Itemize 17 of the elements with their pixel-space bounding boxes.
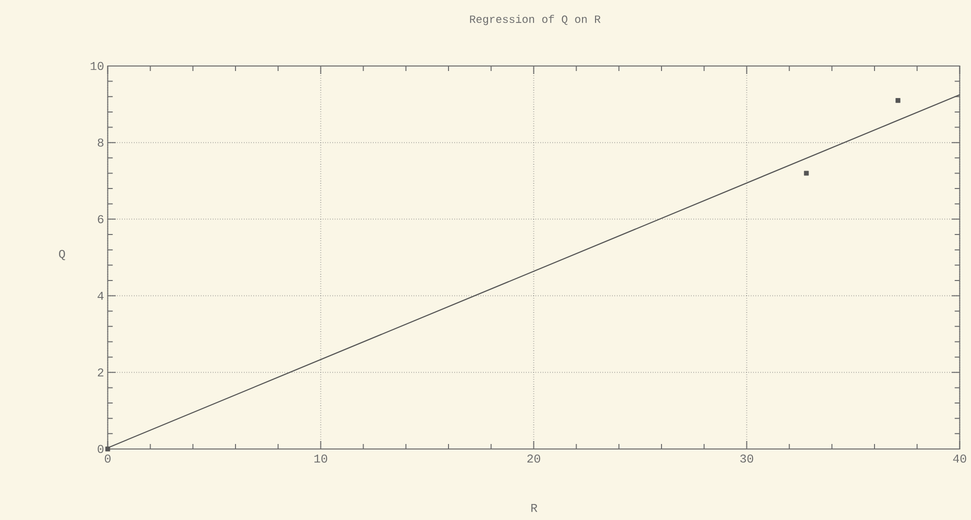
x-tick-label: 30: [740, 454, 754, 463]
x-tick-label: 10: [314, 454, 328, 463]
chart-title: Regression of Q on R: [470, 14, 600, 26]
y-axis-title: Q: [59, 250, 66, 260]
y-tick-label: 2: [98, 368, 104, 376]
y-tick-label: 10: [90, 62, 104, 70]
y-tick-label: 0: [98, 444, 104, 454]
x-tick-label: 0: [104, 454, 111, 463]
x-tick-label: 40: [953, 454, 966, 463]
y-tick-label: 8: [98, 138, 104, 147]
y-tick-label: 6: [98, 215, 104, 224]
point: [804, 170, 809, 176]
x-tick-label: 20: [527, 454, 540, 463]
y-tick-label: 4: [98, 292, 104, 300]
point: [896, 98, 900, 103]
point: [105, 446, 110, 452]
x-axis-title: R: [531, 504, 538, 512]
